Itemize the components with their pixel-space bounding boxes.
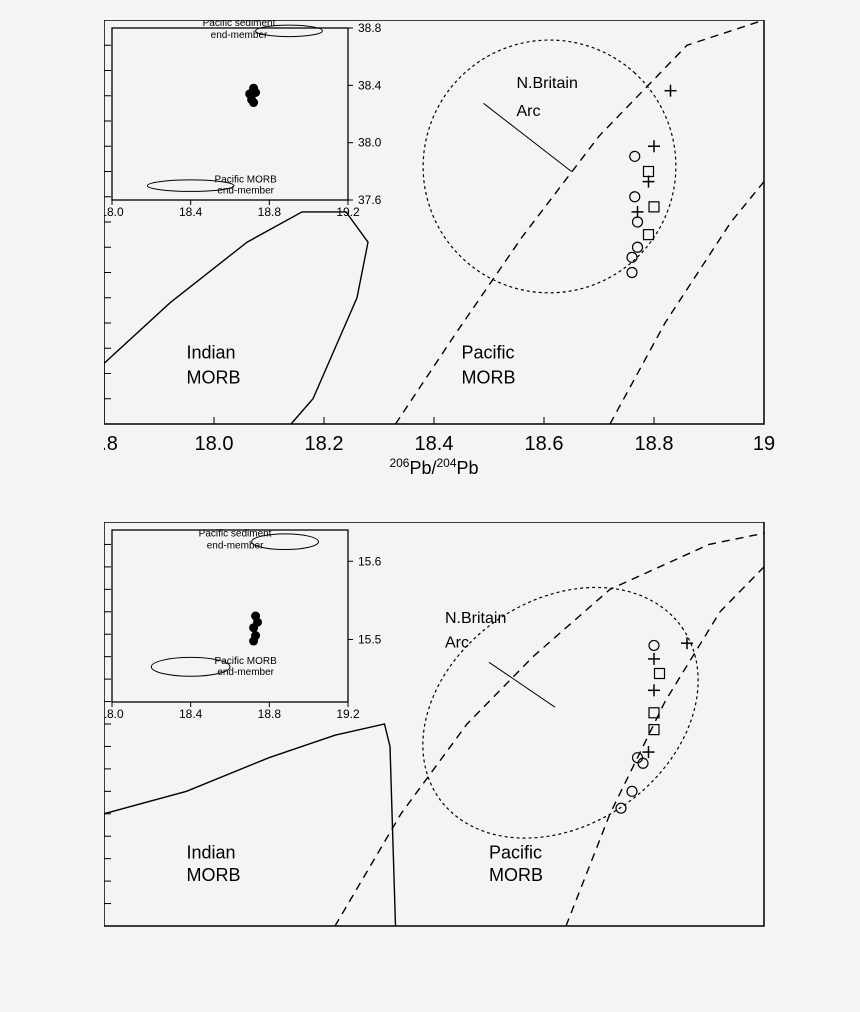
svg-text:Pacific: Pacific [489,843,542,863]
svg-text:206Pb/204Pb: 206Pb/204Pb [389,456,478,478]
svg-text:N.Britain: N.Britain [517,75,578,92]
svg-text:18.8: 18.8 [258,205,282,219]
svg-text:end-member: end-member [217,667,274,678]
svg-text:38.4: 38.4 [358,78,382,92]
svg-text:18.0: 18.0 [104,707,124,721]
svg-text:N.Britain: N.Britain [445,610,506,627]
svg-text:18.0: 18.0 [104,205,124,219]
svg-text:19.2: 19.2 [336,707,360,721]
svg-text:Indian: Indian [187,342,236,362]
svg-text:19.2: 19.2 [336,205,360,219]
svg-text:Arc: Arc [517,103,541,120]
svg-text:18.4: 18.4 [179,205,203,219]
svg-text:Arc: Arc [445,635,469,652]
svg-text:18.8: 18.8 [258,707,282,721]
top-chart: 7.8 18.0 18.2 18.4 18.6 18.8 19 206Pb/204Pb N.Br… [104,20,824,524]
svg-text:Pacific sediment: Pacific sediment [199,529,272,540]
svg-text:37.6: 37.6 [358,193,382,207]
top-svg: 7.8 18.0 18.2 18.4 18.6 18.8 19 206Pb/204Pb N.Br… [104,20,824,524]
bottom-chart: N.BritainArcIndianMORBPacificMORB18.018.… [104,522,824,1012]
svg-text:Pacific sediment: Pacific sediment [203,20,276,29]
svg-text:Indian: Indian [187,843,236,863]
svg-text:18.0: 18.0 [195,433,234,455]
svg-text:MORB: MORB [187,865,241,885]
svg-text:38.8: 38.8 [358,21,382,35]
svg-text:Pacific: Pacific [462,342,515,362]
svg-text:MORB: MORB [462,368,516,388]
svg-text:38.0: 38.0 [358,136,382,150]
svg-text:end-member: end-member [217,186,274,197]
svg-text:7.8: 7.8 [104,433,118,455]
svg-text:15.5: 15.5 [358,632,382,646]
svg-text:19: 19 [753,433,775,455]
svg-text:15.6: 15.6 [358,554,382,568]
svg-text:Pacific MORB: Pacific MORB [215,656,278,667]
svg-text:end-member: end-member [207,541,264,552]
svg-text:18.4: 18.4 [415,433,454,455]
svg-text:18.4: 18.4 [179,707,203,721]
bottom-svg: N.BritainArcIndianMORBPacificMORB18.018.… [104,522,824,1012]
svg-text:MORB: MORB [489,865,543,885]
svg-text:18.2: 18.2 [305,433,344,455]
svg-text:MORB: MORB [187,368,241,388]
svg-text:18.6: 18.6 [525,433,564,455]
svg-text:Pacific MORB: Pacific MORB [215,175,278,186]
svg-text:18.8: 18.8 [635,433,674,455]
svg-text:end-member: end-member [211,30,268,41]
